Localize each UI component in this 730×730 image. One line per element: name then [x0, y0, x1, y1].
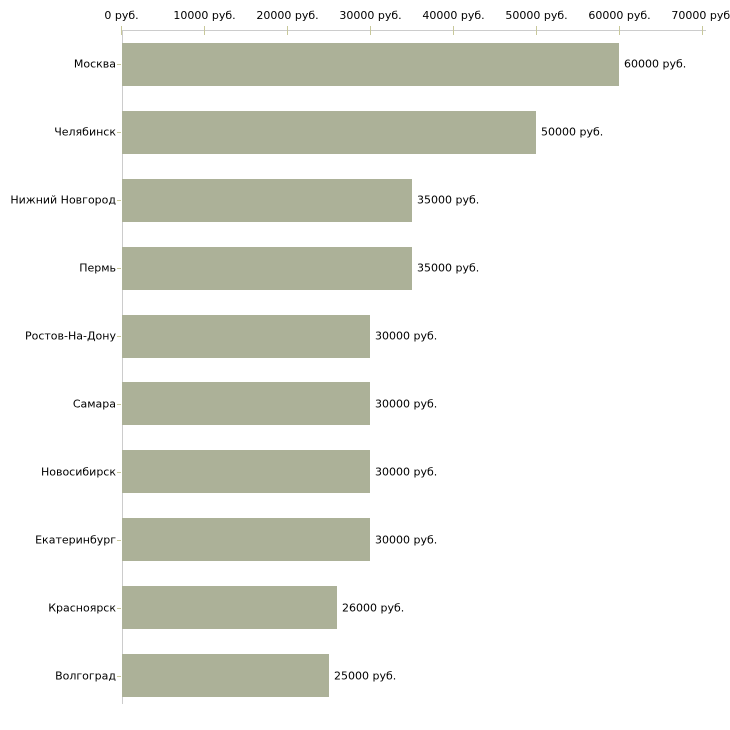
x-tick-mark	[536, 26, 537, 35]
category-label: Красноярск	[48, 601, 116, 615]
x-tick-mark	[370, 26, 371, 35]
table-row: Москва 60000 руб.	[0, 31, 730, 99]
value-label: 30000 руб.	[375, 329, 438, 343]
table-row: Новосибирск 30000 руб.	[0, 438, 730, 506]
bar	[122, 450, 370, 494]
table-row: Нижний Новгород 35000 руб.	[0, 166, 730, 234]
category-label: Нижний Новгород	[10, 193, 116, 207]
x-tick-mark	[702, 26, 703, 35]
category-label: Ростов-На-Дону	[24, 329, 116, 343]
x-tick-label: 30000 руб.	[339, 9, 402, 22]
value-label: 35000 руб.	[417, 261, 480, 275]
x-tick-mark	[619, 26, 620, 35]
y-tick-mark	[117, 539, 121, 541]
table-row: Пермь 35000 руб.	[0, 234, 730, 302]
x-tick-mark	[204, 26, 205, 35]
value-label: 35000 руб.	[417, 193, 480, 207]
table-row: Екатеринбург 30000 руб.	[0, 506, 730, 574]
bar	[122, 518, 370, 562]
x-tick-mark	[453, 26, 454, 35]
bar	[122, 382, 370, 426]
table-row: Волгоград 25000 руб.	[0, 642, 730, 710]
x-tick-label: 20000 руб.	[256, 9, 319, 22]
value-label: 30000 руб.	[375, 465, 438, 479]
x-tick-label: 40000 руб.	[422, 9, 485, 22]
category-label: Новосибирск	[40, 465, 116, 479]
y-axis-line	[121, 30, 123, 704]
bar	[122, 110, 536, 154]
bar	[122, 42, 619, 86]
x-tick-label: 10000 руб.	[173, 9, 236, 22]
table-row: Ростов-На-Дону 30000 руб.	[0, 302, 730, 370]
y-tick-mark	[117, 64, 121, 66]
table-row: Самара 30000 руб.	[0, 370, 730, 438]
bar	[122, 178, 412, 222]
x-tick-label: 70000 руб.	[671, 9, 730, 22]
y-tick-mark	[117, 200, 121, 202]
value-label: 50000 руб.	[541, 125, 604, 139]
category-label: Челябинск	[54, 125, 116, 139]
y-tick-mark	[117, 132, 121, 134]
value-label: 60000 руб.	[624, 57, 687, 71]
category-label: Москва	[73, 57, 116, 71]
value-label: 26000 руб.	[342, 601, 405, 615]
bar	[122, 654, 329, 698]
bar	[122, 586, 337, 630]
table-row: Челябинск 50000 руб.	[0, 98, 730, 166]
category-label: Волгоград	[55, 669, 116, 683]
y-tick-mark	[117, 607, 121, 609]
x-tick-label: 0 руб.	[104, 9, 139, 22]
y-tick-mark	[117, 471, 121, 473]
y-tick-mark	[117, 403, 121, 405]
x-tick-label: 50000 руб.	[505, 9, 568, 22]
value-label: 30000 руб.	[375, 397, 438, 411]
category-label: Екатеринбург	[35, 533, 116, 547]
y-tick-mark	[117, 268, 121, 270]
x-tick-mark	[121, 26, 122, 35]
bar	[122, 246, 412, 290]
category-label: Пермь	[79, 261, 116, 275]
bar	[122, 314, 370, 358]
y-tick-mark	[117, 336, 121, 338]
x-axis-line	[121, 30, 706, 31]
value-label: 25000 руб.	[334, 669, 397, 683]
y-tick-mark	[117, 675, 121, 677]
category-label: Самара	[72, 397, 116, 411]
table-row: Красноярск 26000 руб.	[0, 574, 730, 642]
x-tick-label: 60000 руб.	[588, 9, 651, 22]
x-tick-mark	[287, 26, 288, 35]
value-label: 30000 руб.	[375, 533, 438, 547]
